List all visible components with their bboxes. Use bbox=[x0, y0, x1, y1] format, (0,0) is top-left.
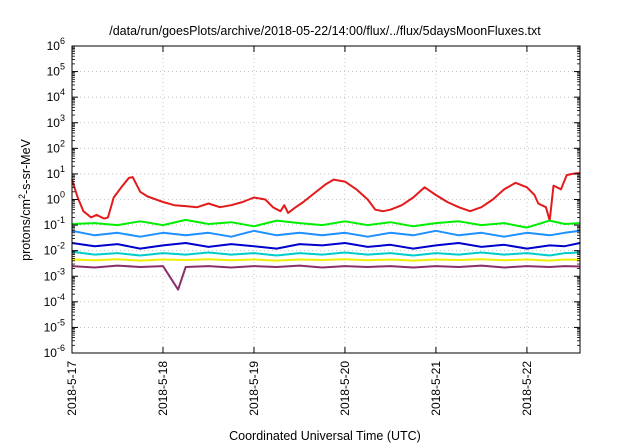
grid bbox=[72, 46, 580, 353]
y-axis-label-pre: protons/cm bbox=[19, 199, 33, 261]
series-line-6 bbox=[71, 258, 581, 262]
series-line-1 bbox=[71, 171, 581, 222]
y-tick-label: 10-4 bbox=[44, 292, 65, 309]
x-tick-label: 2018-5-22 bbox=[520, 361, 534, 416]
series-layer bbox=[71, 171, 581, 291]
y-axis-ticks: 10-610-510-410-310-210-11001011021031041… bbox=[44, 36, 580, 360]
y-tick-base: 10 bbox=[44, 218, 58, 232]
y-tick-exponent: -4 bbox=[57, 292, 65, 302]
chart-title: /data/run/goesPlots/archive/2018-05-22/1… bbox=[109, 24, 541, 38]
y-tick-exponent: -1 bbox=[57, 215, 65, 225]
y-tick-base: 10 bbox=[47, 193, 61, 207]
series-line-7 bbox=[71, 264, 581, 291]
y-tick-exponent: -6 bbox=[57, 343, 65, 353]
y-tick-base: 10 bbox=[47, 90, 61, 104]
y-tick-base: 10 bbox=[47, 65, 61, 79]
series-line-2 bbox=[71, 218, 581, 229]
y-axis-label-sup: 2 bbox=[17, 194, 27, 199]
series-line-4 bbox=[71, 242, 581, 250]
x-tick-label: 2018-5-21 bbox=[429, 361, 443, 416]
y-tick-exponent: 2 bbox=[60, 138, 65, 148]
y-tick-label: 10-5 bbox=[44, 317, 65, 334]
y-tick-base: 10 bbox=[44, 269, 58, 283]
y-tick-label: 102 bbox=[47, 138, 65, 155]
y-tick-exponent: 0 bbox=[60, 190, 65, 200]
y-tick-base: 10 bbox=[47, 141, 61, 155]
x-tick-label: 2018-5-20 bbox=[338, 361, 352, 416]
y-tick-label: 100 bbox=[47, 190, 65, 207]
y-tick-exponent: -3 bbox=[57, 266, 65, 276]
y-tick-label: 106 bbox=[47, 36, 65, 53]
y-tick-label: 10-2 bbox=[44, 241, 65, 258]
y-tick-exponent: 4 bbox=[60, 87, 65, 97]
y-tick-base: 10 bbox=[44, 244, 58, 258]
y-tick-label: 10-1 bbox=[44, 215, 65, 232]
y-tick-exponent: 5 bbox=[60, 62, 65, 72]
y-tick-base: 10 bbox=[47, 167, 61, 181]
y-tick-base: 10 bbox=[47, 116, 61, 130]
series-line-3 bbox=[71, 229, 581, 238]
y-tick-label: 10-6 bbox=[44, 343, 65, 360]
y-tick-exponent: -5 bbox=[57, 317, 65, 327]
y-tick-base: 10 bbox=[47, 39, 61, 53]
x-axis-label: Coordinated Universal Time (UTC) bbox=[229, 429, 421, 443]
y-tick-base: 10 bbox=[44, 346, 58, 360]
y-tick-exponent: 6 bbox=[60, 36, 65, 46]
y-tick-label: 104 bbox=[47, 87, 65, 104]
x-tick-label: 2018-5-18 bbox=[156, 361, 170, 416]
y-tick-label: 101 bbox=[47, 164, 65, 181]
y-tick-label: 103 bbox=[47, 113, 65, 130]
y-tick-base: 10 bbox=[44, 320, 58, 334]
y-tick-exponent: 1 bbox=[60, 164, 65, 174]
y-axis-label: protons/cm2-s-sr-MeV bbox=[17, 138, 33, 260]
y-tick-label: 10-3 bbox=[44, 266, 65, 283]
y-tick-base: 10 bbox=[44, 295, 58, 309]
x-tick-label: 2018-5-17 bbox=[65, 361, 79, 416]
y-tick-label: 105 bbox=[47, 62, 65, 79]
y-axis-label-post: -s-sr-MeV bbox=[19, 138, 33, 194]
x-tick-label: 2018-5-19 bbox=[247, 361, 261, 416]
y-tick-exponent: 3 bbox=[60, 113, 65, 123]
x-axis-ticks: 2018-5-17 2018-5-18 2018-5-19 2018-5-20 2018… bbox=[65, 46, 534, 416]
series-line-5 bbox=[71, 250, 581, 257]
y-tick-exponent: -2 bbox=[57, 241, 65, 251]
